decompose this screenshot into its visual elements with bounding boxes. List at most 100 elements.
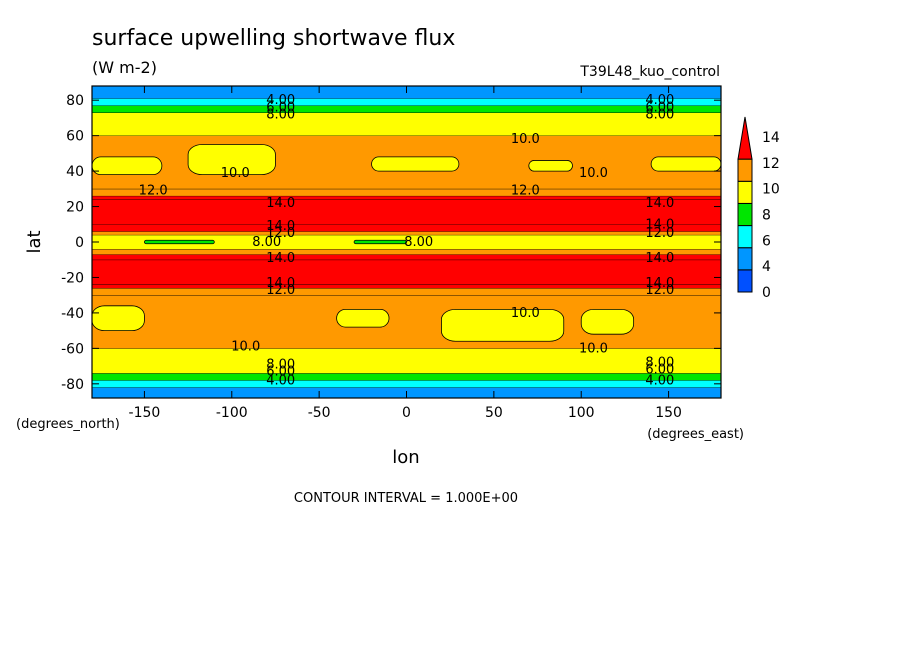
patch-9 xyxy=(353,239,407,245)
contour-label-23: 14.0 xyxy=(645,276,674,291)
contour-label-33: 4.00 xyxy=(266,373,295,388)
y-tick-label-7: 60 xyxy=(66,129,84,145)
contour-label-26: 10.0 xyxy=(231,340,260,355)
patch-4 xyxy=(650,156,722,172)
patch-2 xyxy=(371,156,460,172)
patch-8 xyxy=(580,308,635,335)
patch-7 xyxy=(441,308,565,342)
chart-subtitle: T39L48_kuo_control xyxy=(579,64,720,80)
patch-1 xyxy=(187,144,276,176)
contour-label-31: 8.00 xyxy=(266,357,295,372)
colorbar-label-2: 6 xyxy=(762,233,771,249)
lat-band-18 xyxy=(92,105,721,113)
lat-band-13 xyxy=(92,199,721,225)
patch-3 xyxy=(528,160,573,172)
contour-label-18: 12.0 xyxy=(645,226,674,241)
contour-label-7: 10.0 xyxy=(221,166,250,181)
colorbar-label-6: 14 xyxy=(762,130,780,146)
y-tick-label-0: -80 xyxy=(61,377,84,393)
x-axis-units: (degrees_east) xyxy=(647,427,744,442)
lat-band-12 xyxy=(92,224,721,232)
colorbar-swatch-2 xyxy=(737,225,753,249)
colorbar-swatch-6 xyxy=(737,116,753,160)
contour-label-21: 14.0 xyxy=(266,276,295,291)
contour-label-6: 10.0 xyxy=(511,132,540,147)
contour-label-25: 10.0 xyxy=(511,306,540,321)
y-tick-label-8: 80 xyxy=(66,93,84,109)
lat-band-7 xyxy=(92,259,721,285)
y-tick-label-1: -60 xyxy=(61,341,84,357)
lat-band-6 xyxy=(92,284,721,289)
x-tick-label-1: -100 xyxy=(216,405,248,421)
colorbar-swatch-3 xyxy=(737,202,753,227)
lat-band-11 xyxy=(92,231,721,235)
x-tick-label-0: -150 xyxy=(129,405,161,421)
x-axis-label: lon xyxy=(392,447,419,468)
lat-band-2 xyxy=(92,373,721,381)
y-tick-label-5: 20 xyxy=(66,200,84,216)
x-tick-label-2: -50 xyxy=(308,405,331,421)
contour-label-15: 8.00 xyxy=(252,235,281,250)
contour-label-9: 12.0 xyxy=(139,184,168,199)
colorbar-swatch-0 xyxy=(737,269,753,293)
x-tick-label-6: 150 xyxy=(655,405,682,421)
contour-label-12: 14.0 xyxy=(645,196,674,211)
chart-title: surface upwelling shortwave flux xyxy=(92,26,455,51)
patch-6 xyxy=(336,308,390,328)
contour-label-13: 14.0 xyxy=(266,219,295,234)
lat-band-15 xyxy=(92,188,721,196)
x-tick-label-5: 100 xyxy=(568,405,595,421)
colorbar-swatch-4 xyxy=(737,180,753,204)
contour-label-16: 8.00 xyxy=(404,235,433,250)
contour-label-2: 8.00 xyxy=(266,107,295,122)
y-axis-ticks: -80 -60 -40 -20 0 20 40 60 80 xyxy=(61,93,721,393)
contour-label-28: 8.00 xyxy=(645,356,674,371)
contour-label-17: 12.0 xyxy=(266,226,295,241)
lat-band-19 xyxy=(92,98,721,106)
contour-label-30: 4.00 xyxy=(645,373,674,388)
contour-label-0: 4.00 xyxy=(266,93,295,108)
contour-interval-note: CONTOUR INTERVAL = 1.000E+00 xyxy=(294,491,518,506)
patch-0 xyxy=(91,156,163,176)
contour-label-5: 8.00 xyxy=(645,107,674,122)
lat-band-9 xyxy=(92,249,721,255)
colorbar-swatch-1 xyxy=(737,247,753,271)
contour-label-1: 6.00 xyxy=(266,100,295,115)
y-tick-label-4: 0 xyxy=(75,235,84,251)
contour-label-10: 12.0 xyxy=(511,184,540,199)
lat-band-14 xyxy=(92,195,721,200)
patch-10 xyxy=(144,239,215,245)
contour-label-14: 14.0 xyxy=(645,217,674,232)
x-axis-ticks: -150 -100 -50 0 50 100 150 xyxy=(129,86,682,421)
colorbar-label-5: 12 xyxy=(762,156,780,172)
y-tick-label-6: 40 xyxy=(66,164,84,180)
y-axis-units: (degrees_north) xyxy=(16,417,120,432)
filled-contour-field xyxy=(91,85,722,398)
contour-label-24: 12.0 xyxy=(645,283,674,298)
contour-label-11: 14.0 xyxy=(266,196,295,211)
contour-label-3: 4.00 xyxy=(645,93,674,108)
x-tick-label-3: 0 xyxy=(402,405,411,421)
colorbar-label-0: 0 xyxy=(762,285,771,301)
colorbar-label-3: 8 xyxy=(762,208,771,224)
colorbar-label-4: 10 xyxy=(762,182,780,198)
contour-label-32: 6.00 xyxy=(266,364,295,379)
x-tick-label-4: 50 xyxy=(485,405,503,421)
colorbar-swatch-5 xyxy=(737,158,753,182)
contour-label-20: 14.0 xyxy=(645,251,674,266)
lat-band-17 xyxy=(92,112,721,136)
y-tick-label-3: -20 xyxy=(61,270,84,286)
contour-label-29: 6.00 xyxy=(645,363,674,378)
contour-label-27: 10.0 xyxy=(579,341,608,356)
lat-band-1 xyxy=(92,380,721,388)
colorbar-label-1: 4 xyxy=(762,259,771,275)
patch-5 xyxy=(91,305,145,332)
y-axis-label: lat xyxy=(24,230,45,253)
lat-band-8 xyxy=(92,254,721,260)
contour-label-22: 12.0 xyxy=(266,283,295,298)
chart-units: (W m-2) xyxy=(92,58,157,77)
y-tick-label-2: -40 xyxy=(61,306,84,322)
contour-label-19: 14.0 xyxy=(266,251,295,266)
lat-band-3 xyxy=(92,348,721,374)
